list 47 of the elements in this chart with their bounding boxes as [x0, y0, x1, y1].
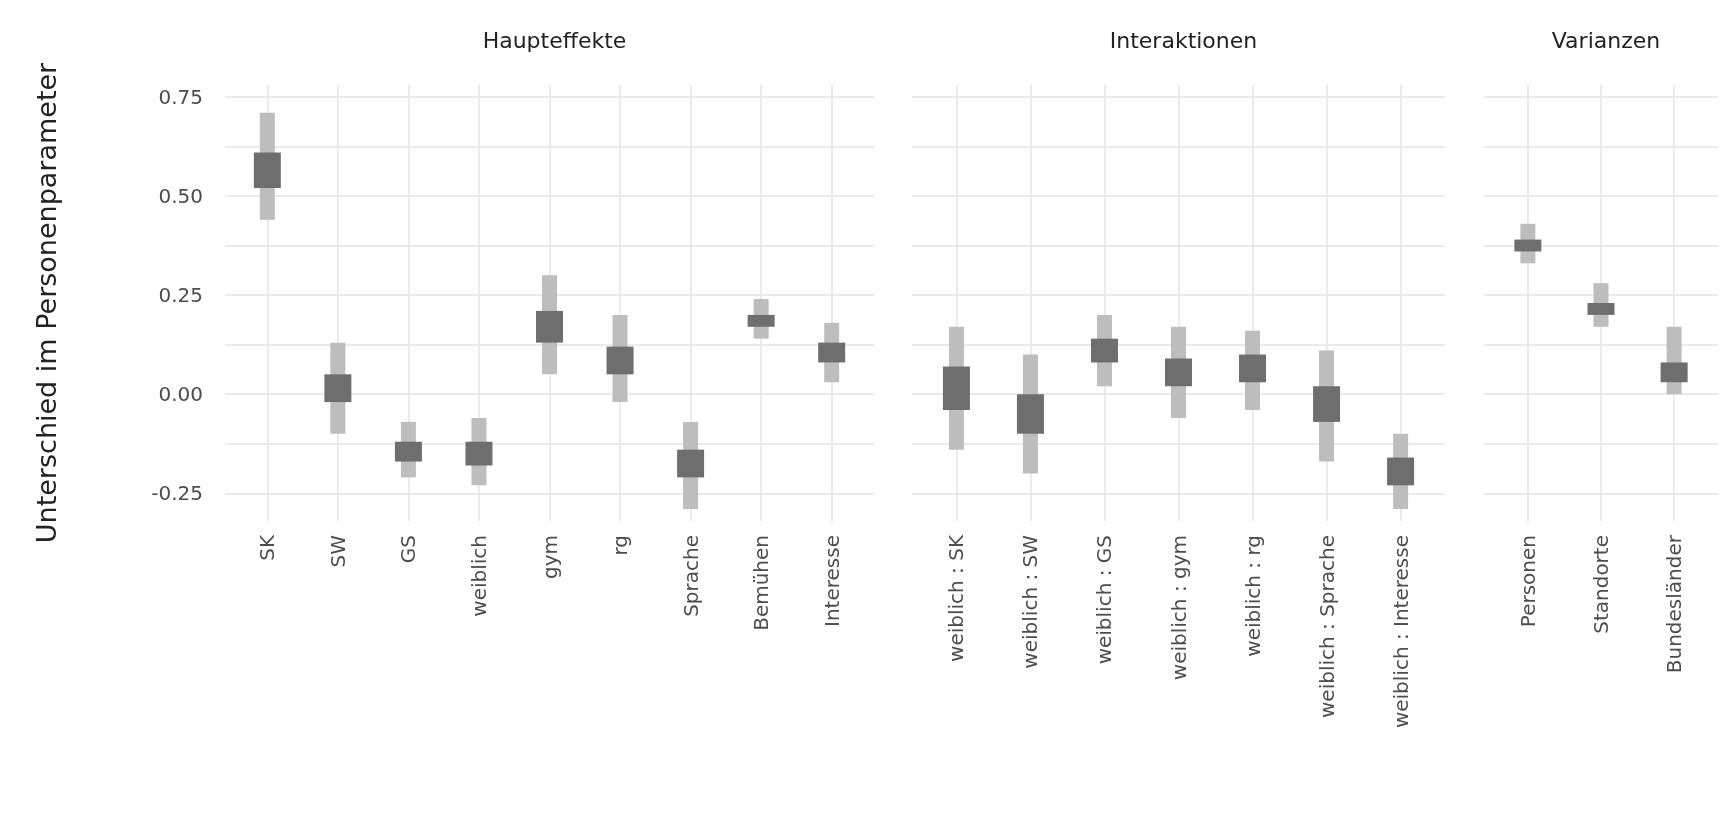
- x-tick-label: GS: [396, 535, 421, 564]
- bar: [1514, 239, 1542, 252]
- x-tick-label: weiblich : SW: [1018, 534, 1043, 669]
- bar: [1587, 303, 1615, 315]
- x-tick-label: Standorte: [1589, 535, 1613, 634]
- x-tick-label: weiblich : GS: [1092, 535, 1117, 665]
- x-tick-label: Bundesländer: [1662, 534, 1687, 674]
- x-tick-label: weiblich : Interesse: [1388, 535, 1413, 729]
- bar: [677, 449, 705, 478]
- bar: [324, 374, 352, 403]
- chart-title: Haupteffekte: [482, 27, 627, 53]
- text: 0.50: [158, 183, 203, 208]
- x-tick-label: gym: [537, 535, 562, 580]
- bar: [1313, 386, 1341, 422]
- bar: [1165, 358, 1192, 387]
- x-tick-label: SW: [325, 534, 350, 568]
- x-tick-label: Personen: [1515, 535, 1540, 628]
- bar: [253, 152, 281, 189]
- x-tick-label: Sprache: [678, 535, 703, 617]
- text: 0.00: [158, 382, 203, 407]
- bar: [1239, 354, 1267, 383]
- chart-title: Interaktionen: [1109, 27, 1258, 53]
- x-tick-label: Bemühen: [749, 535, 774, 631]
- x-tick-label: Interesse: [819, 535, 844, 627]
- x-tick-label: weiblich : SK: [944, 534, 969, 662]
- bar: [606, 346, 634, 375]
- x-tick-label: rg: [608, 535, 633, 556]
- chart-title: Varianzen: [1551, 27, 1661, 53]
- y-tick-label: 0.75: [158, 84, 203, 109]
- bar: [1387, 457, 1415, 486]
- bar: [942, 366, 970, 411]
- y-tick-label: 0.25: [158, 283, 203, 308]
- bar: [394, 441, 422, 462]
- y-axis-title: Unterschied im Personenparameter: [31, 61, 62, 544]
- x-tick-label: SK: [255, 534, 280, 561]
- bar: [818, 342, 846, 363]
- x-tick-label: weiblich : rg: [1240, 535, 1265, 657]
- bar: [1660, 362, 1688, 383]
- bar: [747, 314, 775, 327]
- y-tick-label: -0.25: [151, 481, 203, 506]
- bar: [465, 441, 493, 466]
- x-tick-label: weiblich: [466, 535, 491, 617]
- bar: [1090, 338, 1118, 363]
- bar: [1016, 394, 1044, 434]
- x-tick-label: weiblich : Sprache: [1314, 535, 1339, 718]
- bar: [536, 310, 563, 343]
- x-tick-label: weiblich : gym: [1166, 535, 1191, 681]
